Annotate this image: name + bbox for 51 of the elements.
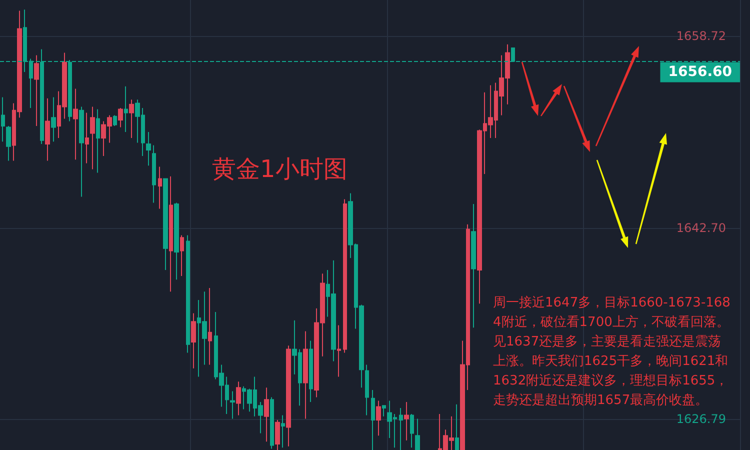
candlestick bbox=[365, 364, 369, 416]
candlestick bbox=[34, 54, 39, 126]
y-tick-label: 1626.79 bbox=[676, 412, 726, 426]
candlestick bbox=[281, 414, 285, 448]
annotation: 周一接近1647多，目标1660-1673-1684附近，破位看1700上方，不破看回落。见1637还是多，主要是看走强还是震荡上涨。昨天我们1625干多，晚间1621和1632附近还是建议多，理想目标1655，走势还是超出预期1657最高价收盘。 bbox=[493, 295, 730, 408]
candlestick bbox=[6, 126, 11, 162]
candlestick bbox=[376, 400, 381, 436]
candlestick bbox=[343, 198, 347, 354]
candlestick bbox=[118, 108, 123, 128]
ref-line-label: 1656.60 bbox=[668, 64, 732, 80]
candlestick bbox=[286, 345, 291, 447]
candlestick bbox=[471, 204, 476, 328]
candlestick bbox=[124, 86, 128, 132]
candlestick bbox=[96, 108, 100, 174]
candlestick bbox=[264, 387, 269, 442]
candlestick bbox=[158, 166, 162, 210]
text: 黄金1小时图 bbox=[212, 155, 348, 183]
candlestick bbox=[399, 408, 403, 450]
candlestick bbox=[129, 99, 134, 138]
candlestick bbox=[455, 404, 459, 450]
candlestick bbox=[337, 324, 341, 378]
candlestick bbox=[275, 420, 280, 450]
candlestick bbox=[163, 178, 168, 270]
candlestick bbox=[382, 405, 386, 417]
candlestick bbox=[1, 96, 5, 142]
candlestick bbox=[404, 402, 409, 441]
y-tick-label: 1658.72 bbox=[676, 28, 726, 43]
candlestick bbox=[113, 114, 117, 126]
candlestick bbox=[415, 418, 420, 450]
candlestick bbox=[230, 390, 235, 420]
candlestick bbox=[410, 414, 414, 448]
candlestick bbox=[90, 106, 95, 170]
candlestick bbox=[146, 132, 151, 166]
candlestick bbox=[174, 202, 179, 280]
candlestick bbox=[371, 390, 375, 450]
candlestick bbox=[180, 234, 184, 276]
candlestick bbox=[152, 144, 156, 204]
candlestick bbox=[51, 96, 56, 142]
candlestick bbox=[191, 312, 196, 369]
candlestick bbox=[45, 98, 50, 162]
candlestick bbox=[208, 288, 212, 366]
candlestick bbox=[186, 234, 190, 354]
y-tick-label: 1642.70 bbox=[676, 221, 726, 235]
candlestick bbox=[236, 381, 241, 416]
candlestick bbox=[303, 330, 308, 420]
candlestick bbox=[309, 340, 313, 402]
candlestick bbox=[85, 112, 89, 164]
candlestick bbox=[79, 106, 84, 198]
candlestick bbox=[73, 88, 78, 160]
candlestick bbox=[169, 176, 173, 292]
candlestick bbox=[270, 396, 274, 450]
